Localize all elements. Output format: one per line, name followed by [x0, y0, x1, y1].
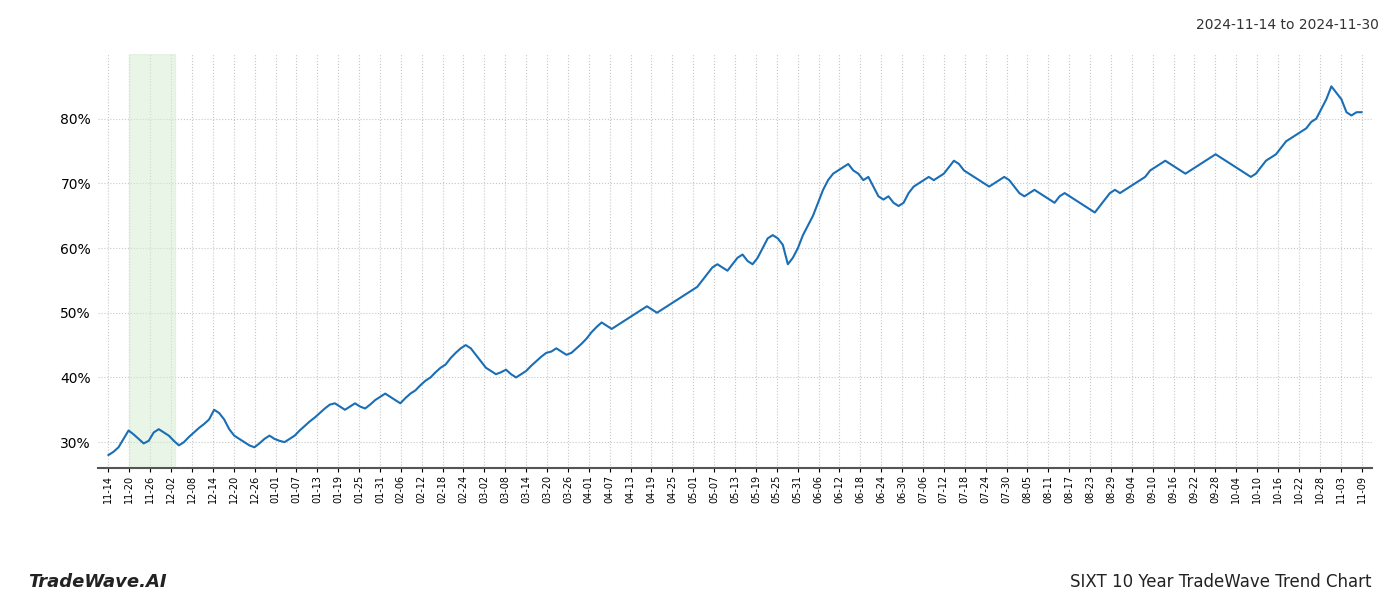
Bar — [129, 54, 175, 468]
Text: SIXT 10 Year TradeWave Trend Chart: SIXT 10 Year TradeWave Trend Chart — [1071, 573, 1372, 591]
Text: TradeWave.AI: TradeWave.AI — [28, 573, 167, 591]
Text: 2024-11-14 to 2024-11-30: 2024-11-14 to 2024-11-30 — [1196, 18, 1379, 32]
